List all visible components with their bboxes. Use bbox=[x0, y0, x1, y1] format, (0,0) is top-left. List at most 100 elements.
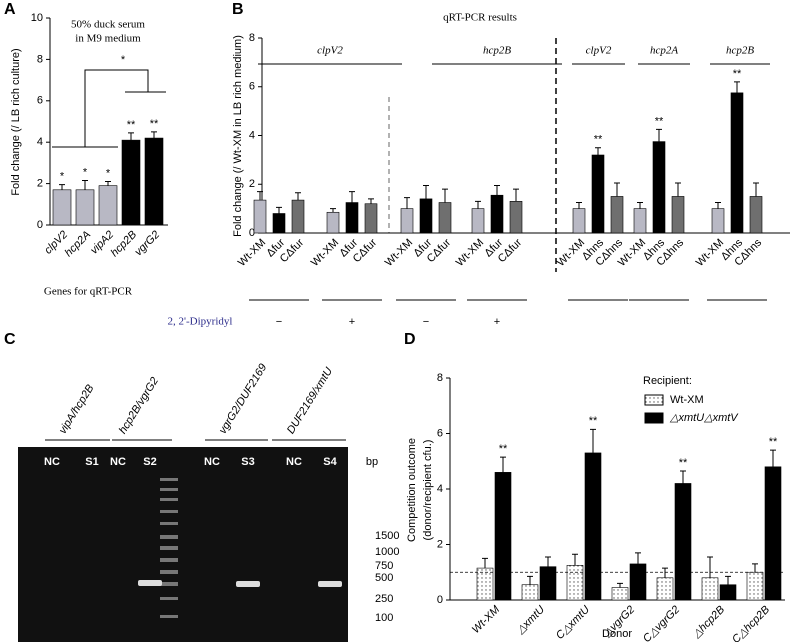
x-tick-label: C△hcp2B bbox=[730, 604, 772, 642]
error-bar bbox=[482, 557, 488, 569]
treatment-sign: + bbox=[494, 316, 500, 328]
error-bar bbox=[656, 128, 662, 142]
marker-label: 1500 bbox=[375, 530, 399, 542]
bar bbox=[419, 198, 433, 234]
bar bbox=[566, 565, 584, 601]
treatment-sign: + bbox=[349, 316, 355, 328]
bar bbox=[521, 584, 539, 601]
gene-label: hcp2B bbox=[483, 45, 511, 57]
annotation: in M9 medium bbox=[75, 33, 141, 45]
y-axis-label: (donor/recipient cfu.) bbox=[422, 440, 434, 541]
legend-label: △xmtU△xmtV bbox=[669, 412, 739, 424]
significance-label: ** bbox=[499, 443, 508, 455]
x-tick-label: Wt-XM bbox=[470, 603, 503, 636]
error-bar bbox=[734, 81, 740, 93]
y-tick-label: 2 bbox=[37, 178, 43, 190]
error-bar bbox=[752, 563, 758, 573]
primer-label: vipA/hcp2B bbox=[57, 383, 97, 437]
bar bbox=[711, 208, 725, 234]
lane-label: NC bbox=[204, 456, 220, 468]
error-bar bbox=[59, 184, 65, 190]
bar bbox=[400, 208, 414, 234]
primer-label: DUF2169/xmtU bbox=[285, 365, 335, 436]
panel-letter: C bbox=[4, 331, 16, 348]
y-tick-label: 8 bbox=[437, 372, 443, 384]
lane-label: NC bbox=[286, 456, 302, 468]
y-tick-label: 0 bbox=[437, 594, 443, 606]
bar bbox=[701, 577, 719, 601]
y-tick-label: 6 bbox=[249, 81, 255, 93]
x-tick-label: △xmtU bbox=[514, 604, 547, 637]
y-axis-label: Competition outcome bbox=[406, 438, 418, 542]
y-tick-label: 4 bbox=[37, 136, 43, 148]
significance-label: ** bbox=[589, 415, 598, 427]
bar bbox=[610, 196, 624, 234]
annotation: 50% duck serum bbox=[71, 19, 145, 31]
gene-label: clpV2 bbox=[317, 45, 343, 57]
error-bar bbox=[151, 131, 157, 139]
bar bbox=[253, 199, 267, 234]
bar bbox=[749, 196, 763, 234]
x-tick-label: hcp2A bbox=[63, 229, 94, 260]
y-tick-label: 6 bbox=[437, 427, 443, 439]
lane-label: NC bbox=[110, 456, 126, 468]
error-bar bbox=[545, 556, 551, 567]
error-bar bbox=[617, 582, 623, 588]
error-bar bbox=[276, 206, 282, 214]
error-bar bbox=[423, 184, 429, 199]
legend-label: Wt-XM bbox=[670, 394, 704, 406]
error-bar bbox=[572, 553, 578, 566]
error-bar bbox=[368, 198, 374, 204]
bar bbox=[629, 563, 647, 601]
bar bbox=[539, 566, 557, 601]
x-tick-label: Wt-XM bbox=[309, 237, 341, 269]
bar bbox=[572, 208, 586, 234]
x-tick-label: Wt-XM bbox=[236, 237, 268, 269]
y-tick-label: 2 bbox=[437, 538, 443, 550]
bar bbox=[764, 466, 782, 601]
x-tick-label: Wt-XM bbox=[454, 237, 486, 269]
bar bbox=[591, 154, 605, 234]
bar bbox=[584, 452, 602, 601]
marker-label: 500 bbox=[375, 572, 393, 584]
legend-swatch bbox=[644, 412, 664, 424]
lane-label: S4 bbox=[323, 456, 337, 468]
error-bar bbox=[128, 132, 134, 141]
bar bbox=[746, 571, 764, 601]
error-bar bbox=[680, 470, 686, 484]
y-tick-label: 2 bbox=[249, 178, 255, 190]
y-tick-label: 0 bbox=[249, 227, 255, 239]
y-tick-label: 4 bbox=[249, 129, 255, 141]
error-bar bbox=[330, 208, 336, 213]
error-bar bbox=[576, 202, 582, 209]
bar bbox=[652, 141, 666, 234]
error-bar bbox=[494, 184, 500, 196]
error-bar bbox=[770, 449, 776, 467]
error-bar bbox=[635, 552, 641, 564]
marker-label: 1000 bbox=[375, 546, 399, 558]
bar bbox=[291, 199, 305, 234]
x-tick-label: C△vgrG2 bbox=[641, 604, 682, 642]
error-bar bbox=[404, 197, 410, 209]
significance-label: ** bbox=[655, 115, 664, 127]
gene-label: hcp2A bbox=[650, 45, 678, 57]
marker-label: 750 bbox=[375, 560, 393, 572]
significance-bracket bbox=[52, 69, 166, 148]
primer-label: hcp2B/vgrG2 bbox=[117, 375, 161, 436]
error-bar bbox=[349, 191, 355, 203]
significance-label: ** bbox=[769, 436, 778, 448]
error-bar bbox=[442, 188, 448, 203]
treatment-sign: − bbox=[276, 316, 282, 328]
error-bar bbox=[614, 182, 620, 197]
x-tick-label: hcp2B bbox=[109, 229, 140, 260]
bracket-label: * bbox=[121, 54, 126, 66]
panel-letter: B bbox=[232, 1, 244, 18]
significance-label: ** bbox=[733, 68, 742, 80]
bar bbox=[345, 202, 359, 234]
bar bbox=[674, 483, 692, 601]
bar bbox=[144, 137, 164, 226]
error-bar bbox=[753, 182, 759, 197]
significance-label: * bbox=[60, 171, 65, 183]
error-bar bbox=[513, 188, 519, 202]
bar bbox=[730, 92, 744, 234]
